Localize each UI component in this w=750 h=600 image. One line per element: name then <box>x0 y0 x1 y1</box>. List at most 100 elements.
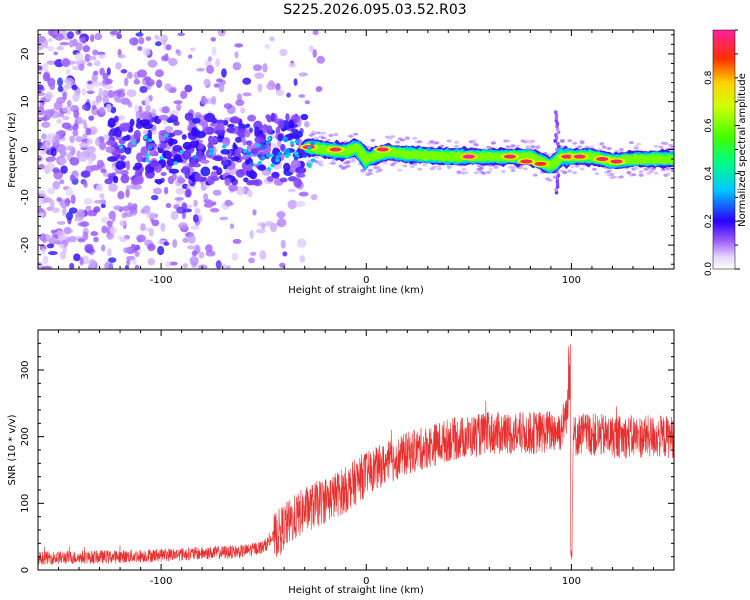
spectrogram-noise-blob <box>156 79 163 89</box>
spectrogram-haze <box>589 145 595 149</box>
spectrogram-noise-blob <box>298 191 309 197</box>
spectrogram-haze <box>493 165 499 169</box>
spectrogram-noise-blob <box>72 128 79 137</box>
spectrogram-dot <box>277 151 283 156</box>
spectrogram-cloud-blob <box>236 127 247 138</box>
spectrogram-noise-blob <box>100 203 106 209</box>
spectrogram-spike <box>555 179 560 184</box>
spectrogram-haze <box>436 164 442 168</box>
spectrogram-noise-blob <box>56 145 67 153</box>
spectrogram-cloud-blob <box>172 144 183 152</box>
spectrogram-noise-blob <box>240 107 246 114</box>
spectrogram-haze <box>316 131 322 135</box>
spectrogram-noise-blob <box>99 193 105 199</box>
spectrogram-cloud-blob <box>195 130 206 139</box>
spectrogram-noise-blob <box>93 236 99 243</box>
spectrogram-haze <box>638 173 644 177</box>
spectrogram-noise-blob <box>151 219 160 227</box>
spectrogram-noise-blob <box>45 162 56 172</box>
snr-ytick-label: 100 <box>20 494 31 513</box>
spectrogram-noise-blob <box>298 94 306 98</box>
spectrogram-noise-blob <box>73 253 81 262</box>
spectrogram-cloud-blob <box>200 166 211 177</box>
spectrogram-noise-blob <box>95 183 104 192</box>
spectrogram-haze <box>530 139 536 143</box>
spectrogram-haze <box>417 167 423 171</box>
spectrogram-noise-blob <box>211 46 217 56</box>
spectrogram-noise-blob <box>56 45 64 51</box>
spectrogram-noise-blob <box>41 248 46 254</box>
spectrogram-noise-blob <box>111 214 116 223</box>
spectrogram-haze <box>313 155 319 159</box>
colorbar-tick-label: 0.2 <box>704 214 714 228</box>
spectrogram-noise-blob <box>108 183 118 192</box>
spectrogram-haze <box>461 167 467 171</box>
spectrogram-cloud-blob <box>147 129 152 140</box>
spectrogram-noise-blob <box>173 100 183 105</box>
spectrogram-noise-blob <box>138 36 145 45</box>
spectrogram-noise-blob <box>174 196 184 201</box>
spectrogram-noise-blob <box>99 199 107 206</box>
spectrogram-noise-blob <box>165 260 171 268</box>
spectrogram-noise-blob <box>98 106 106 114</box>
spectrogram-haze <box>606 169 612 173</box>
spectrogram-cloud-blob <box>266 125 273 134</box>
spectrogram-dot <box>270 163 276 168</box>
spectrogram-noise-blob <box>109 226 118 235</box>
spectrogram-dot <box>289 140 295 145</box>
spectrogram-cloud-blob <box>165 151 170 160</box>
spectrogram-cloud-blob <box>113 175 119 184</box>
spectrogram-haze <box>628 141 634 145</box>
spectrogram-cloud-blob <box>277 119 285 129</box>
spectrogram-cloud-blob <box>254 126 260 136</box>
spectrogram-noise-blob <box>116 33 122 40</box>
spectrogram-haze <box>505 139 511 143</box>
spectrogram-noise-blob <box>255 228 266 234</box>
spectrogram-noise-blob <box>93 70 99 76</box>
spectrogram-cloud-blob <box>257 129 264 135</box>
spectrogram-noise-blob <box>42 255 49 265</box>
spectrogram-speck <box>159 155 164 160</box>
spectrogram-noise-blob <box>59 179 65 185</box>
colorbar-axes: 0.0 0.2 0.4 0.6 0.8 <box>704 29 740 276</box>
spectrogram-noise-blob <box>92 49 98 56</box>
spectrogram-cloud-blob <box>227 123 235 129</box>
spectrogram-haze <box>596 148 602 152</box>
spectrogram-noise-blob <box>137 46 143 51</box>
figure-title: S225.2026.095.03.52.R03 <box>283 2 466 18</box>
spectrogram-noise-blob <box>101 225 108 234</box>
spectrogram-noise-blob <box>124 77 129 87</box>
spectrogram-noise-blob <box>124 264 130 269</box>
spectrogram-noise-blob <box>83 181 88 188</box>
spectrogram-noise-blob <box>231 252 239 261</box>
spectrogram-cloud-blob <box>108 131 113 137</box>
spectrogram-cloud-blob <box>212 155 224 162</box>
spectrogram-haze <box>321 131 327 135</box>
spectrogram-noise-blob <box>300 72 306 77</box>
spectrogram-cloud-blob <box>143 149 149 154</box>
spectrogram-noise-blob <box>47 187 56 195</box>
spectrogram-cloud-blob <box>214 119 226 124</box>
spectrogram-noise-blob <box>62 206 67 217</box>
spectrogram-haze <box>547 178 553 182</box>
spectrogram-noise-blob <box>46 156 57 161</box>
spectrogram-haze <box>646 166 652 170</box>
spectrogram-noise-blob <box>126 259 131 266</box>
spectrogram-cloud-blob <box>257 164 267 171</box>
spectrogram-noise-blob <box>192 214 199 223</box>
spectrogram-haze <box>618 147 624 151</box>
spectrogram-noise-blob <box>57 86 64 93</box>
spectrogram-noise-blob <box>91 104 97 110</box>
spectrogram-noise-blob <box>50 147 57 157</box>
spectrogram-haze <box>409 165 415 169</box>
spectrogram-haze <box>594 172 600 176</box>
spectrogram-noise-blob <box>85 127 92 136</box>
spectrogram-noise-blob <box>168 57 178 67</box>
spectrogram-noise-blob <box>264 220 274 227</box>
spectrogram-cloud-blob <box>118 122 130 132</box>
spectrogram-noise-blob <box>232 62 242 71</box>
spectrogram-haze <box>611 175 617 179</box>
spectrogram-noise-blob <box>90 231 99 237</box>
spectrogram-dot <box>242 148 248 153</box>
spectrogram-haze <box>318 163 324 167</box>
